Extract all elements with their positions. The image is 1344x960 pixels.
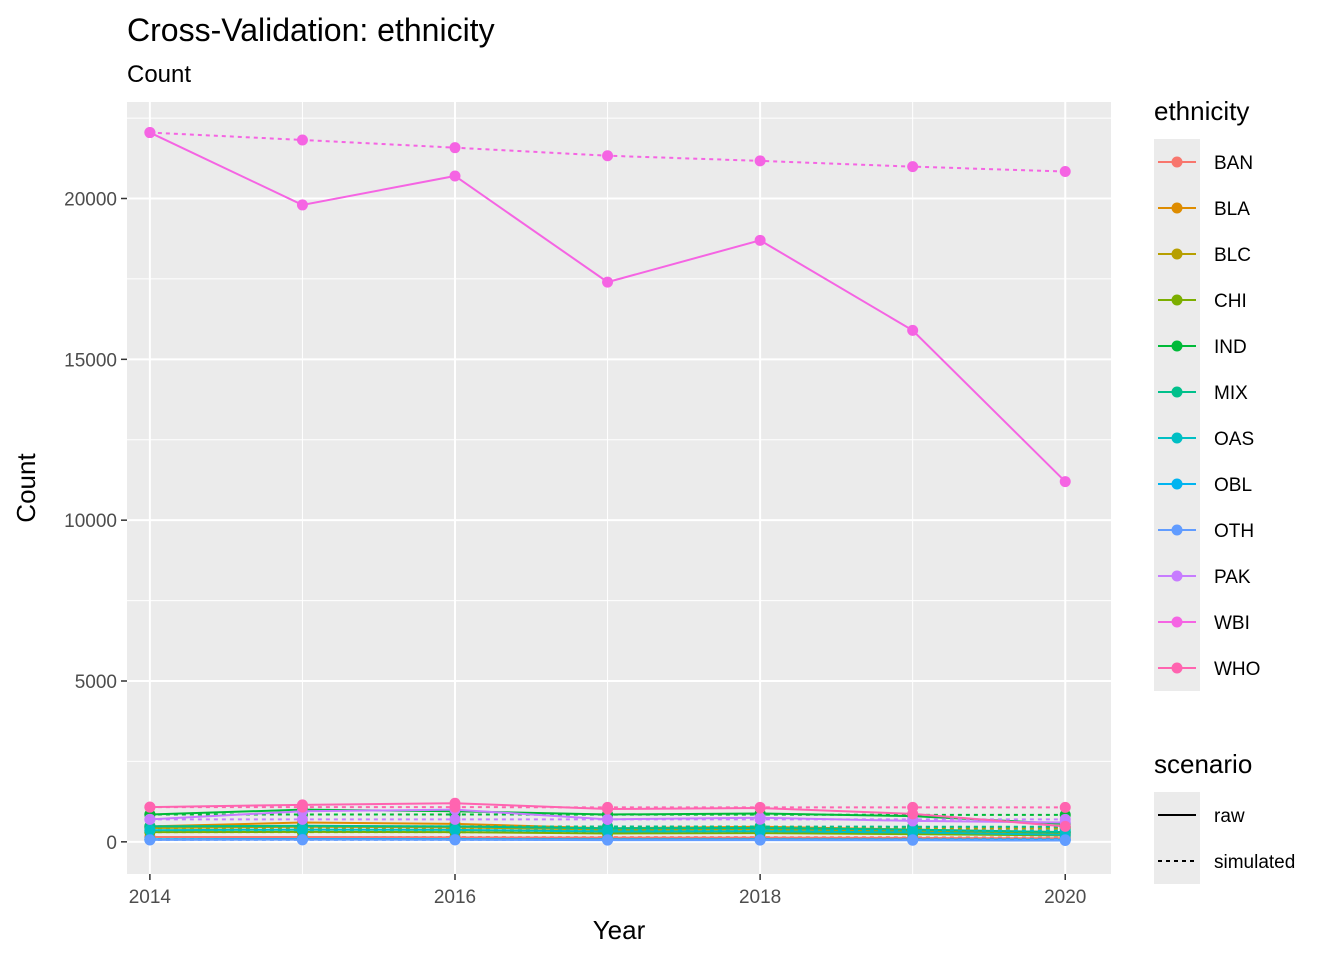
legend-label-ban: BAN [1214, 153, 1253, 174]
data-point-oth [754, 834, 766, 846]
major-gridlines [127, 102, 1111, 874]
legend-key-point [1171, 570, 1183, 582]
data-point-wbi [754, 234, 766, 246]
legend-key-point [1171, 294, 1183, 306]
data-point-oas [296, 824, 308, 836]
legend-key-point [1171, 156, 1183, 168]
data-point-wbi [754, 155, 766, 167]
y-tick-label: 20000 [64, 190, 117, 211]
legend-title-ethnicity: ethnicity [1154, 96, 1249, 126]
legend-key-point [1171, 340, 1183, 352]
x-axis: 2014 2016 2018 2020 [129, 874, 1086, 908]
data-point-who [1059, 801, 1071, 813]
x-axis-title: Year [593, 915, 646, 945]
data-point-who [144, 801, 156, 813]
data-point-oth [1059, 834, 1071, 846]
data-point-pak [144, 813, 156, 825]
legend-label-oth: OTH [1214, 521, 1254, 542]
data-point-oas [907, 825, 919, 837]
legend-title-scenario: scenario [1154, 749, 1252, 779]
legend-label-blc: BLC [1214, 245, 1251, 266]
legend-key-point [1171, 662, 1183, 674]
legend-label-ind: IND [1214, 337, 1247, 358]
legend-key-point [1171, 616, 1183, 628]
y-tick-label: 15000 [64, 350, 117, 371]
data-point-wbi [296, 134, 308, 146]
data-point-wbi [907, 324, 919, 336]
data-point-wbi [907, 161, 919, 173]
y-tick-label: 10000 [64, 511, 117, 532]
legend-label-obl: OBL [1214, 475, 1252, 496]
y-axis-title: Count [11, 453, 41, 523]
x-tick-label: 2020 [1044, 887, 1086, 908]
legend-label-who: WHO [1214, 659, 1260, 680]
chart-title: Cross-Validation: ethnicity [127, 12, 495, 48]
data-point-wbi [144, 127, 156, 139]
legend-key-point [1171, 478, 1183, 490]
legend-ethnicity: ethnicity BAN BLA BLC CHI IND MIX OAS OBL OTH PAK… [1154, 96, 1260, 691]
series-layer [144, 127, 1071, 847]
data-point-oth [907, 834, 919, 846]
data-point-oas [144, 824, 156, 836]
data-point-who [1059, 820, 1071, 832]
legend-key-point [1171, 386, 1183, 398]
x-tick-label: 2016 [434, 887, 476, 908]
legend-scenario: scenario raw simulated [1154, 749, 1295, 884]
chart-subtitle: Count [127, 61, 191, 88]
legend-label-raw: raw [1214, 806, 1245, 827]
legend-label-simulated: simulated [1214, 852, 1295, 873]
data-point-oth [602, 834, 614, 846]
legend-label-chi: CHI [1214, 291, 1247, 312]
data-point-pak [602, 813, 614, 825]
legend-label-bla: BLA [1214, 199, 1250, 220]
data-point-pak [754, 813, 766, 825]
data-point-wbi [602, 276, 614, 288]
data-point-oth [144, 834, 156, 846]
data-point-wbi [1059, 165, 1071, 177]
x-tick-label: 2014 [129, 887, 172, 908]
legend-key-point [1171, 248, 1183, 260]
data-point-oth [296, 834, 308, 846]
plot-panel [127, 102, 1111, 874]
data-point-oas [449, 824, 461, 836]
data-point-wbi [449, 142, 461, 154]
legend-key-point [1171, 202, 1183, 214]
y-tick-label: 5000 [75, 672, 117, 693]
data-point-pak [449, 813, 461, 825]
data-point-oas [754, 824, 766, 836]
legend-label-oas: OAS [1214, 429, 1254, 450]
legend-label-mix: MIX [1214, 383, 1248, 404]
data-point-who [296, 801, 308, 813]
legend-label-pak: PAK [1214, 567, 1251, 588]
data-point-who [754, 801, 766, 813]
y-tick-label: 0 [106, 833, 117, 854]
data-point-wbi [1059, 476, 1071, 488]
data-point-who [449, 801, 461, 813]
data-point-wbi [296, 199, 308, 211]
data-point-wbi [449, 170, 461, 182]
data-point-who [602, 801, 614, 813]
data-point-oas [602, 824, 614, 836]
legend-key-point [1171, 524, 1183, 536]
data-point-who [907, 801, 919, 813]
data-point-wbi [602, 150, 614, 162]
legend-label-wbi: WBI [1214, 613, 1250, 634]
x-tick-label: 2018 [739, 887, 781, 908]
y-axis: 0 5000 10000 15000 20000 [64, 190, 127, 854]
minor-gridlines [127, 102, 1111, 874]
legend-key-point [1171, 432, 1183, 444]
data-point-pak [296, 813, 308, 825]
data-point-oth [449, 834, 461, 846]
